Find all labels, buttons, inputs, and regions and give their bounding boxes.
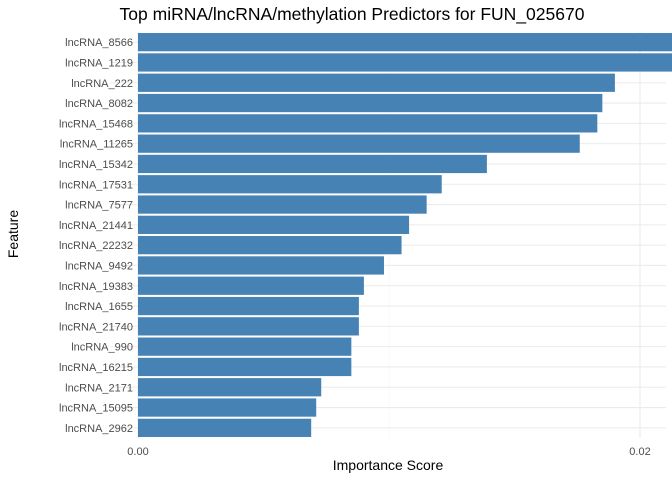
y-tick-label: lncRNA_17531 (59, 179, 133, 191)
y-tick-label: lncRNA_11265 (60, 139, 133, 151)
grid-lines (110, 32, 666, 438)
bar-lncRNA_1219 (138, 53, 672, 72)
y-tick-labels: lncRNA_8566 lncRNA_1219 lncRNA_222 lncRNA_8… (59, 37, 133, 435)
y-tick-label: lncRNA_22232 (59, 240, 133, 252)
bar-lncRNA_21740 (138, 317, 359, 336)
y-tick-label: lncRNA_1219 (65, 57, 133, 69)
x-tick-label: 0.00 (127, 446, 148, 458)
bar-lncRNA_1655 (138, 296, 359, 316)
y-tick-label: lncRNA_15095 (59, 403, 133, 415)
y-tick-label: lncRNA_15342 (59, 159, 133, 171)
y-tick-label: lncRNA_19383 (59, 281, 133, 293)
bar-lncRNA_15342 (138, 154, 487, 174)
bar-lncRNA_222 (138, 73, 615, 92)
y-tick-label: lncRNA_8566 (65, 37, 133, 49)
bar-lncRNA_15468 (138, 114, 598, 133)
bar-lncRNA_2962 (138, 418, 312, 437)
bar-lncRNA_16215 (138, 357, 352, 377)
y-tick-label: lncRNA_1655 (65, 301, 133, 313)
x-axis-title: Importance Score (333, 457, 444, 473)
chart-title: Top miRNA/lncRNA/methylation Predictors … (120, 4, 585, 25)
bar-lncRNA_8566 (138, 33, 672, 52)
bar-lncRNA_8082 (138, 93, 603, 113)
bar-lncRNA_15095 (138, 398, 317, 417)
y-tick-label: lncRNA_2962 (65, 423, 133, 435)
bar-lncRNA_19383 (138, 276, 364, 295)
y-tick-label: lncRNA_21740 (59, 321, 133, 333)
bar-lncRNA_990 (138, 337, 352, 356)
bar-lncRNA_7577 (138, 195, 427, 214)
y-tick-label: lncRNA_15468 (59, 118, 133, 130)
y-tick-label: lncRNA_990 (71, 342, 133, 354)
y-axis-title: Feature (5, 210, 21, 258)
y-tick-label: lncRNA_16215 (59, 362, 133, 374)
y-tick-label: lncRNA_21441 (59, 220, 133, 232)
x-tick-labels: 0.000.020.040.06 (127, 446, 650, 458)
y-tick-label: lncRNA_2171 (65, 382, 133, 394)
bar-lncRNA_9492 (138, 256, 384, 275)
bars (138, 33, 672, 437)
x-tick-label: 0.02 (629, 446, 650, 458)
bar-lncRNA_22232 (138, 236, 402, 255)
y-tick-label: lncRNA_8082 (65, 98, 133, 110)
bar-lncRNA_11265 (138, 134, 580, 153)
y-tick-label: lncRNA_222 (71, 78, 133, 90)
bar-lncRNA_21441 (138, 215, 410, 234)
y-tick-label: lncRNA_9492 (65, 260, 133, 272)
bar-lncRNA_17531 (138, 175, 442, 194)
y-tick-label: lncRNA_7577 (65, 200, 133, 212)
bar-lncRNA_2171 (138, 378, 322, 397)
